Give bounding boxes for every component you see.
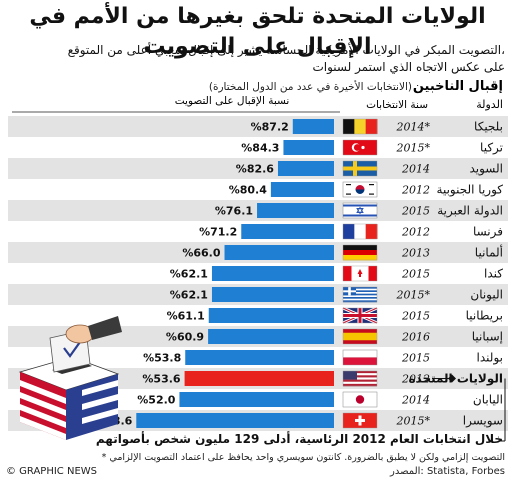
- chart-subtitle: (الانتخابات الأخيرة في عدد من الدول المخ…: [209, 80, 412, 93]
- country-flag-icon: [342, 391, 378, 408]
- year-label: 2015*: [396, 289, 431, 302]
- bar: [208, 329, 334, 344]
- bar: [208, 308, 334, 323]
- credit: © GRAPHIC NEWS: [6, 466, 98, 477]
- bar: [241, 224, 334, 239]
- data-label: %84.3: [241, 142, 279, 155]
- country-flag-icon: [342, 412, 378, 429]
- country-label: سويسرا: [463, 414, 503, 429]
- year-label: 2015*: [396, 142, 431, 155]
- country-flag-icon: [342, 286, 378, 303]
- country-label: ألمانيا: [475, 245, 503, 260]
- data-label: %62.1: [170, 268, 208, 281]
- country-flag-icon: [342, 328, 378, 345]
- country-label: بلجيكا: [474, 120, 503, 134]
- column-header-turnout: نسبة الإقبال على التصويت: [175, 95, 290, 107]
- country-label: السويد: [469, 162, 503, 177]
- bar: [283, 140, 334, 155]
- bar: [292, 119, 334, 134]
- year-label: 2014: [401, 394, 430, 407]
- year-label: 2015: [401, 268, 430, 281]
- year-label: 2015: [401, 310, 430, 323]
- data-label: %66.0: [182, 247, 221, 260]
- country-flag-icon: [342, 244, 378, 261]
- country-flag-icon: [342, 139, 378, 156]
- year-label: 2013: [401, 247, 430, 260]
- data-label: %76.1: [215, 205, 253, 218]
- data-label: %61.1: [167, 310, 205, 323]
- bar: [185, 350, 334, 365]
- country-flag-icon: [342, 349, 378, 366]
- country-label: تركيا: [480, 141, 503, 156]
- country-label: كوريا الجنوبية: [437, 183, 504, 198]
- data-label: %82.6: [236, 163, 275, 176]
- country-flag-icon: [342, 160, 378, 177]
- year-label: 2014: [401, 163, 430, 176]
- data-label: %80.4: [229, 184, 268, 197]
- ballot-box-icon: [18, 316, 122, 440]
- year-label: 2012: [401, 373, 430, 386]
- country-flag-icon: [342, 265, 378, 282]
- column-header-country: الدولة: [476, 98, 503, 111]
- country-label: اليونان: [470, 288, 503, 303]
- year-label: 2012: [401, 226, 430, 239]
- country-label: الولايات المتحدة: [408, 372, 503, 387]
- country-flag-icon: [342, 223, 378, 240]
- data-label: %62.1: [170, 289, 208, 302]
- country-flag-icon: [342, 202, 378, 219]
- footnote: * التصويت إلزامي ولكن لا يطبق بالضرورة. …: [101, 452, 505, 463]
- data-label: %71.2: [199, 226, 237, 239]
- column-header-year: سنة الانتخابات: [366, 99, 428, 111]
- country-label: كندا: [484, 267, 503, 281]
- country-flag-icon: [342, 118, 378, 135]
- country-label: الدولة العبرية: [437, 204, 503, 219]
- row-shade: [8, 116, 508, 137]
- country-label: بريطانيا: [466, 309, 503, 324]
- country-flag-icon: [342, 181, 378, 198]
- year-label: 2015: [401, 205, 430, 218]
- highlight-marker: [448, 374, 456, 383]
- subtitle-line-2: على عكس الاتجاه الذي استمر لسنوات: [312, 60, 505, 74]
- chart-title: إقبال الناخبين: [413, 79, 503, 94]
- year-label: 2014*: [396, 121, 431, 134]
- bar: [224, 245, 334, 260]
- bar: [211, 266, 334, 281]
- row-shade: [8, 158, 508, 179]
- bar: [277, 161, 334, 176]
- footer-caption: خلال انتخابات العام 2012 الرئاسية، أدلى …: [95, 432, 503, 446]
- country-flag-icon: [342, 306, 378, 325]
- data-label: %60.9: [166, 331, 204, 344]
- year-label: 2015*: [396, 415, 431, 428]
- country-label: إسبانيا: [472, 330, 503, 344]
- data-label: %87.2: [251, 121, 289, 134]
- country-flag-icon: [342, 370, 378, 387]
- page-title: الولايات المتحدة تلحق بغيرها من الأمم في…: [29, 4, 486, 59]
- bar: [184, 371, 334, 386]
- bar: [211, 287, 334, 302]
- year-label: 2012: [401, 184, 430, 197]
- bar: [270, 182, 334, 197]
- bar: [257, 203, 334, 218]
- country-label: فرنسا: [473, 225, 503, 240]
- bar: [179, 392, 334, 407]
- country-label: اليابان: [473, 393, 503, 407]
- source: المصدر: Statista, Forbes: [390, 466, 505, 477]
- year-label: 2016: [401, 331, 430, 344]
- year-label: 2015: [401, 352, 430, 365]
- data-label: %52.0: [137, 394, 176, 407]
- data-label: %53.6: [142, 373, 181, 386]
- subtitle-line-1: التصويت المبكر في الولايات الأمريكية الح…: [67, 43, 505, 57]
- country-label: بولندا: [477, 351, 503, 366]
- bar: [136, 413, 334, 428]
- data-label: %53.8: [143, 352, 181, 365]
